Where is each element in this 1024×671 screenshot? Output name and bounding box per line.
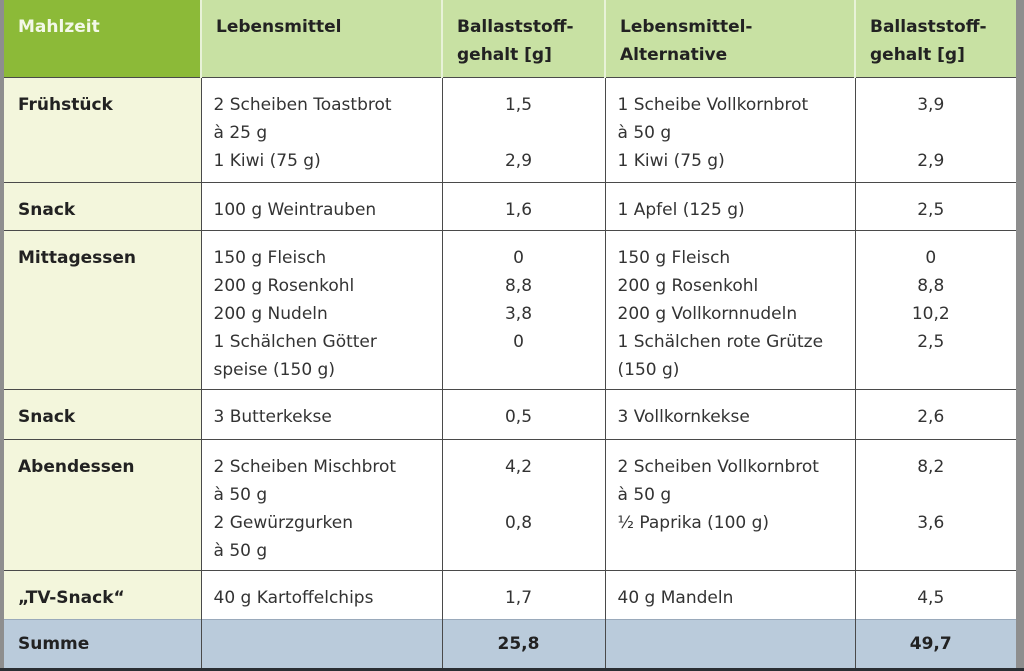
fiber-cell: 4,2 0,8 [441,438,605,570]
sum-fiber: 25,8 [441,618,605,668]
fiber-cell: 1,6 [441,181,605,230]
alt-fiber-cell: 2,6 [854,388,1016,439]
document-page: Mahlzeit Lebensmittel Ballaststoff- geha… [4,0,1016,668]
alt-fiber-cell: 0 8,8 10,2 2,5 [854,229,1016,389]
meal-cell: Snack [4,388,201,439]
alt-fiber-cell: 4,5 [854,569,1016,619]
alt-food-cell: 3 Vollkornkekse [604,388,855,439]
alt-food-cell: 150 g Fleisch 200 g Rosenkohl 200 g Vollko… [604,229,855,389]
fiber-cell: 0,5 [441,388,605,439]
meal-cell: Mittagessen [4,229,201,389]
table-row: Mittagessen 150 g Fleisch 200 g Rosenkohl 2… [4,229,1016,389]
fiber-comparison-table: Mahlzeit Lebensmittel Ballaststoff- geha… [4,0,1016,668]
fiber-cell: 1,7 [441,569,605,619]
header-alt-fiber: Ballaststoff- gehalt [g] [854,0,1016,77]
sum-empty [604,618,855,668]
sum-row: Summe 25,8 49,7 [4,618,1016,668]
table-row: „TV-Snack“ 40 g Kartoffelchips 1,7 40 g Man… [4,569,1016,619]
meal-cell: „TV-Snack“ [4,569,201,619]
header-fiber: Ballaststoff- gehalt [g] [441,0,605,77]
meal-cell: Abendessen [4,438,201,570]
alt-fiber-cell: 2,5 [854,181,1016,230]
food-cell: 150 g Fleisch 200 g Rosenkohl 200 g Nudeln… [200,229,442,389]
header-food: Lebensmittel [200,0,442,77]
alt-fiber-cell: 8,2 3,6 [854,438,1016,570]
bottom-edge [0,668,1024,671]
header-alt-food: Lebensmittel- Alternative [604,0,855,77]
meal-cell: Snack [4,181,201,230]
alt-food-cell: 40 g Mandeln [604,569,855,619]
fiber-cell: 0 8,8 3,8 0 [441,229,605,389]
sum-alt-fiber: 49,7 [854,618,1016,668]
alt-fiber-cell: 3,9 2,9 [854,76,1016,182]
fiber-cell: 1,5 2,9 [441,76,605,182]
table-row: Snack 100 g Weintrauben 1,6 1 Apfel (125 g)… [4,181,1016,230]
food-cell: 40 g Kartoffelchips [200,569,442,619]
sum-label: Summe [4,618,201,668]
table-row: Snack 3 Butterkekse 0,5 3 Vollkornkekse 2,6 [4,388,1016,439]
header-meal: Mahlzeit [4,0,201,77]
food-cell: 100 g Weintrauben [200,181,442,230]
table-header-row: Mahlzeit Lebensmittel Ballaststoff- geha… [4,0,1016,77]
food-cell: 3 Butterkekse [200,388,442,439]
alt-food-cell: 1 Apfel (125 g) [604,181,855,230]
meal-cell: Frühstück [4,76,201,182]
sum-empty [200,618,442,668]
